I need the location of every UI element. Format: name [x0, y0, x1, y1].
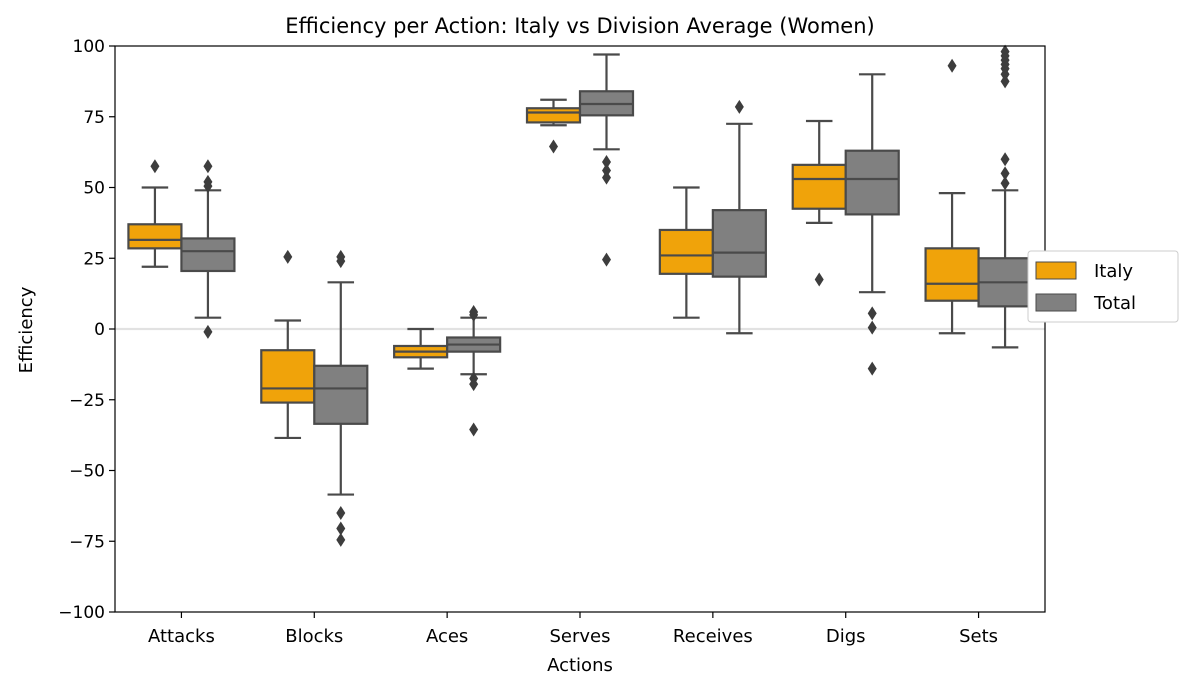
outlier-point: [336, 505, 346, 520]
outlier-point: [734, 99, 744, 114]
y-tick-label: 0: [94, 320, 105, 340]
box-total-sets: [977, 44, 1033, 349]
box-italy-blocks: [260, 249, 316, 440]
y-tick-label: 100: [73, 37, 105, 57]
y-tick-label: 75: [83, 108, 105, 128]
outlier-point: [203, 179, 213, 194]
y-tick-label: −25: [69, 391, 105, 411]
x-axis: Attacks Blocks Aces Serves Receives Digs Sets: [148, 612, 998, 647]
outlier-point: [203, 159, 213, 174]
outlier-point: [336, 521, 346, 536]
legend-swatch-total: [1035, 293, 1077, 312]
x-tick-label: Digs: [826, 626, 866, 647]
outlier-point: [469, 307, 479, 322]
box-iqr: [791, 163, 847, 210]
box-italy-aces: [393, 327, 449, 370]
x-tick-label: Serves: [549, 626, 610, 647]
box-total-blocks: [313, 249, 369, 547]
x-tick-label: Attacks: [148, 626, 215, 647]
outlier-point: [203, 324, 213, 339]
legend-swatch-italy: [1035, 261, 1077, 280]
box-italy-attacks: [127, 159, 183, 268]
outlier-point: [867, 361, 877, 376]
box-iqr: [180, 237, 236, 273]
outlier-point: [336, 254, 346, 269]
box-italy-sets: [924, 58, 980, 335]
legend-label-total: Total: [1093, 293, 1136, 314]
outlier-point: [336, 532, 346, 547]
outlier-point: [814, 272, 824, 287]
legend-label-italy: Italy: [1094, 261, 1133, 282]
box-iqr: [711, 209, 767, 278]
outlier-point: [867, 320, 877, 335]
y-tick-label: −100: [58, 603, 105, 623]
outlier-point: [602, 252, 611, 267]
x-tick-label: Receives: [673, 626, 753, 647]
outlier-point: [283, 249, 293, 264]
outlier-point: [602, 155, 611, 170]
box-iqr: [127, 223, 183, 250]
x-tick-label: Blocks: [285, 626, 343, 647]
outlier-point: [469, 422, 479, 437]
chart-title: Efficiency per Action: Italy vs Division…: [285, 14, 874, 38]
box-iqr: [260, 349, 316, 404]
box-layer: [127, 44, 1033, 547]
outlier-point: [469, 377, 479, 392]
y-axis: −100 −75 −50 −25 0 25 50 75 100: [58, 37, 115, 623]
outlier-point: [1000, 74, 1010, 89]
box-iqr: [313, 364, 369, 425]
y-tick-label: 50: [83, 179, 105, 199]
box-iqr: [924, 247, 980, 302]
box-total-attacks: [180, 159, 236, 339]
outlier-point: [1000, 67, 1010, 82]
outlier-point: [150, 159, 160, 174]
box-total-digs: [844, 73, 900, 376]
outlier-point: [867, 306, 877, 321]
outlier-point: [1000, 152, 1010, 167]
box-total-serves: [578, 53, 635, 267]
y-tick-label: −50: [69, 462, 105, 482]
box-iqr: [525, 107, 582, 124]
outlier-point: [549, 139, 558, 154]
box-italy-digs: [791, 119, 847, 287]
box-iqr: [658, 228, 714, 275]
x-tick-label: Sets: [959, 626, 998, 647]
box-total-aces: [446, 305, 502, 437]
outlier-point: [602, 170, 611, 185]
box-italy-receives: [658, 186, 714, 319]
box-iqr: [844, 149, 900, 216]
box-italy-serves: [525, 98, 582, 154]
legend[interactable]: Italy Total: [1027, 250, 1179, 323]
outlier-point: [1000, 176, 1010, 191]
y-axis-label: Efficiency: [16, 286, 37, 373]
outlier-point: [1000, 166, 1010, 181]
y-tick-label: 25: [83, 249, 105, 269]
outlier-point: [947, 58, 957, 73]
y-tick-label: −75: [69, 532, 105, 552]
x-axis-label: Actions: [547, 655, 613, 676]
box-total-receives: [711, 99, 767, 335]
outlier-point: [602, 163, 611, 178]
x-tick-label: Aces: [426, 626, 468, 647]
